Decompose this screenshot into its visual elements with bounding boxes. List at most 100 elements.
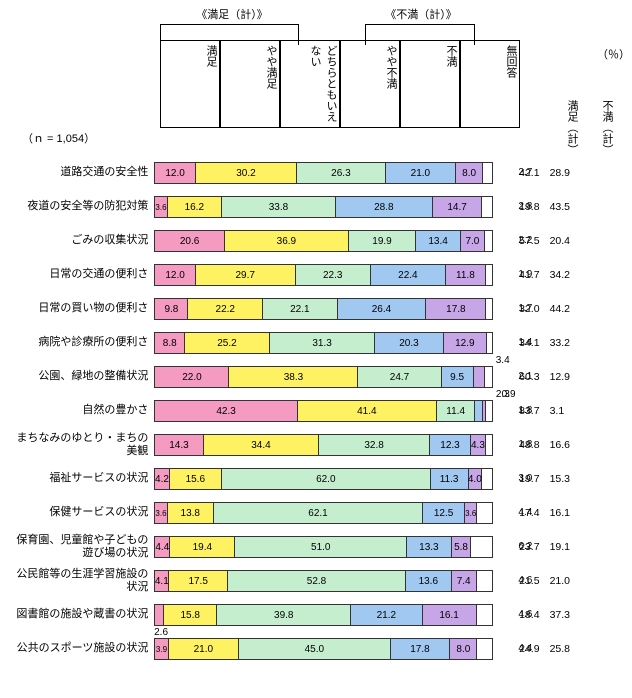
stacked-bar: 3.613.862.112.53.64.4 (154, 502, 493, 524)
bar-segment: 29.7 (196, 265, 296, 285)
bar-segment: 42.3 (155, 401, 297, 421)
dissatisfied-total: 44.2 (550, 303, 570, 315)
chart-header: 《満足（計）》 《不満（計）》 （％） 満足やや満足どちらともいえないやや不満不… (160, 10, 520, 150)
row-label: 図書館の施設や蔵書の状況 (10, 608, 154, 621)
chart-row: 保健サービスの状況3.613.862.112.53.64.417.416.1 (10, 496, 622, 530)
bar-segment (486, 435, 492, 455)
bar-segment: 4.0 (469, 469, 482, 489)
bar-segment (477, 639, 492, 659)
bar-segment: 22.4 (371, 265, 446, 285)
row-label: 夜道の安全等の防犯対策 (10, 200, 154, 213)
bar-segment: 4.4 (155, 537, 170, 557)
segment-value: 0.9 (502, 389, 516, 400)
bar-segment: 3.6 (155, 503, 167, 523)
bar-segment: 41.4 (298, 401, 437, 421)
legend-cell: 無回答 (460, 40, 520, 128)
segment-value: 4.4 (155, 542, 169, 553)
legend-cell: やや満足 (220, 40, 280, 128)
bar-segment: 51.0 (235, 537, 407, 557)
segment-value: 3.0 (518, 473, 532, 484)
dissatisfied-total: 34.2 (550, 269, 570, 281)
bar-segment: 33.8 (222, 197, 336, 217)
segment-value: 15.8 (181, 610, 200, 621)
row-summary: 18.437.3 (493, 609, 622, 621)
bar-segment: 15.8 (164, 605, 217, 625)
bar-segment: 3.6 (465, 503, 477, 523)
stacked-bar-chart: （ｎ = 1,054） 《満足（計）》 《不満（計）》 （％） 満足やや満足どち… (10, 10, 622, 666)
row-label: 公園、緑地の整備状況 (10, 370, 154, 383)
bar-segment: 13.4 (416, 231, 461, 251)
bar-segment: 16.1 (423, 605, 477, 625)
stacked-bar: 3.616.233.828.814.72.8 (154, 196, 493, 218)
legend-label: 無回答 (505, 45, 517, 78)
bar-segment (482, 469, 492, 489)
segment-value: 26.4 (372, 304, 391, 315)
bar-segment: 62.0 (222, 469, 431, 489)
chart-row: 福祉サービスの状況4.215.662.011.34.03.019.715.3 (10, 462, 622, 496)
legend-label: やや不満 (385, 45, 397, 89)
bar-segment: 13.3 (407, 537, 452, 557)
segment-value: 51.0 (311, 542, 330, 553)
stacked-bar: 3.921.045.017.88.04.4 (154, 638, 493, 660)
segment-value: 20.6 (180, 236, 199, 247)
segment-value: 12.0 (165, 168, 184, 179)
bar-segment (486, 401, 492, 421)
segment-value: 8.8 (163, 338, 177, 349)
segment-value: 16.2 (185, 202, 204, 213)
stacked-bar: 4.117.552.813.67.44.6 (154, 570, 493, 592)
legend-cell: 不満 (400, 40, 460, 128)
dissatisfied-total: 20.4 (550, 235, 570, 247)
chart-row: まちなみのゆとり・まちの美観14.334.432.812.34.31.848.8… (10, 428, 622, 462)
bar-segment: 26.3 (297, 163, 385, 183)
row-label: 公民館等の生涯学習施設の状況 (10, 568, 154, 594)
segment-value: 24.7 (390, 372, 409, 383)
segment-value: 3.6 (155, 203, 166, 212)
bar-segment: 11.4 (437, 401, 475, 421)
legend-label: 不満 (445, 45, 457, 67)
bar-segment: 28.8 (336, 197, 433, 217)
bar-segment: 3.9 (155, 639, 168, 659)
segment-value: 2.1 (518, 371, 532, 382)
bar-segment (471, 537, 492, 557)
segment-value: 9.8 (164, 304, 178, 315)
bar-segment: 13.8 (168, 503, 214, 523)
stacked-bar: 8.825.231.320.312.91.4 (154, 332, 493, 354)
bar-segment (483, 163, 492, 183)
bar-segment: 30.2 (196, 163, 297, 183)
dissatisfied-total: 25.8 (550, 643, 570, 655)
segment-value: 1.8 (518, 405, 532, 416)
bar-segment (475, 401, 483, 421)
dissatisfied-total: 33.2 (550, 337, 570, 349)
n-label: （ｎ = 1,054） (22, 130, 95, 146)
bar-segment: 4.1 (155, 571, 169, 591)
segment-value: 3.4 (496, 355, 510, 366)
bar-segment: 17.8 (426, 299, 486, 319)
stacked-bar: 20.636.919.913.47.02.2 (154, 230, 493, 252)
bar-segment: 11.8 (446, 265, 486, 285)
bar-segment: 22.2 (188, 299, 263, 319)
dissatisfied-total: 43.5 (550, 201, 570, 213)
segment-value: 2.6 (154, 627, 168, 638)
bar-segment (486, 299, 492, 319)
segment-value: 30.2 (236, 168, 255, 179)
segment-value: 38.3 (284, 372, 303, 383)
segment-value: 52.8 (307, 576, 326, 587)
bar-segment: 9.5 (442, 367, 474, 387)
bar-segment: 4.3 (471, 435, 485, 455)
bar-segment: 25.2 (185, 333, 270, 353)
row-summary: 34.133.2 (493, 337, 622, 349)
segment-value: 2.7 (518, 167, 532, 178)
segment-value: 12.9 (455, 338, 474, 349)
bar-segment: 20.3 (375, 333, 443, 353)
row-label: 日常の買い物の便利さ (10, 302, 154, 315)
dissatisfied-total: 21.0 (550, 575, 570, 587)
bar-segment: 16.2 (168, 197, 223, 217)
bar-segment (482, 197, 491, 217)
bar-segment: 62.1 (214, 503, 423, 523)
segment-value: 13.8 (181, 508, 200, 519)
bar-segment: 26.4 (338, 299, 427, 319)
stacked-bar: 22.038.324.79.53.42.1 (154, 366, 493, 388)
bar-segment: 5.8 (452, 537, 472, 557)
segment-value: 41.4 (357, 406, 376, 417)
segment-value: 7.0 (465, 236, 479, 247)
